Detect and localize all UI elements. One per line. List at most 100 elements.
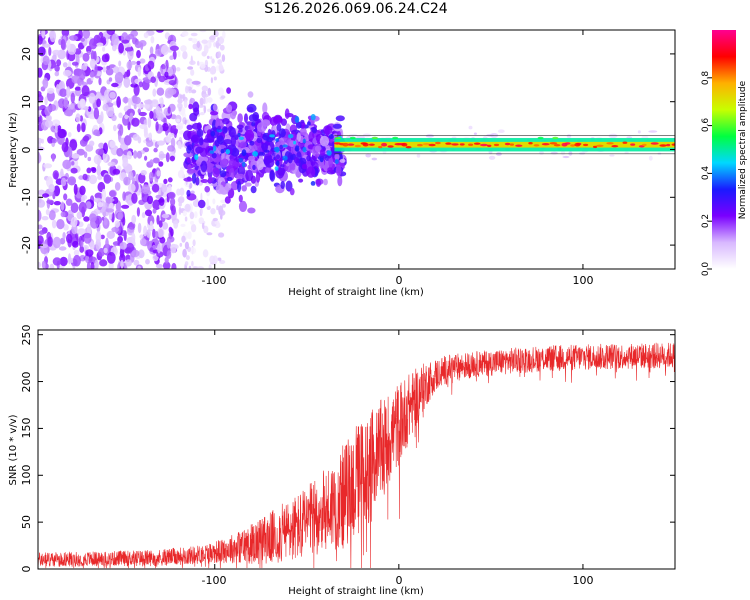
spectrogram-cell [193, 107, 200, 116]
spectrogram-cell [238, 200, 248, 212]
spectrogram-cell [219, 258, 222, 262]
spectrogram-cell [405, 146, 412, 149]
spectrogram-cell [218, 63, 224, 72]
spectrogram-cell [150, 76, 156, 83]
spectrogram-cell [246, 103, 257, 113]
spectrogram-cell [212, 217, 218, 222]
spectrogram-cell [54, 123, 58, 134]
spectrogram-cell [52, 236, 62, 249]
spectrogram-cell [88, 92, 96, 104]
spectrogram-cell [218, 232, 225, 238]
spectrogram-cell [186, 157, 191, 164]
spectrogram-cell [80, 196, 85, 202]
spectrogram-cell [209, 150, 215, 154]
spectrogram-cell [107, 161, 116, 167]
spectrogram-cell [131, 192, 138, 204]
spectrogram-cell [203, 44, 209, 54]
spectrogram-cell [191, 172, 197, 184]
spectrogram-cell [100, 95, 106, 101]
spectrogram-cell [51, 138, 58, 144]
spectrogram-cell [152, 88, 157, 97]
spectrogram-cell [63, 97, 69, 109]
spectrogram-cell [38, 151, 41, 163]
spectrogram-cell [314, 145, 322, 153]
spectrogram-cell [192, 199, 200, 208]
spectrogram-cell [214, 139, 220, 147]
spectrogram-cell [82, 245, 89, 250]
spectrogram-cell [82, 173, 88, 181]
spectrogram-cell [71, 61, 79, 66]
spectrogram-cell [183, 99, 188, 109]
spectrogram-cell [186, 145, 192, 154]
spectrogram-cell [167, 106, 171, 114]
spectrogram-cell [124, 135, 132, 146]
spectrogram-cell [211, 66, 214, 75]
spectrogram-cell [143, 131, 149, 138]
spectrogram-cell [214, 220, 220, 225]
spectrogram-cell [156, 214, 160, 225]
spectrogram-cell [169, 45, 179, 52]
spectrogram-cell [196, 122, 202, 131]
spectrogram-cell [137, 136, 142, 144]
spectrogram-cell [89, 140, 95, 147]
spectrogram-cell [152, 228, 156, 239]
spectrogram-cell [234, 173, 245, 179]
spectrogram-cell [111, 196, 119, 204]
spectrogram-cell [215, 184, 225, 195]
x-tick-label-top-minus100: -100 [202, 274, 227, 287]
spectrogram-cell [38, 94, 44, 103]
spectrogram-cell [167, 145, 176, 152]
spectrogram-cell [252, 151, 259, 157]
spectrogram-cell [93, 107, 100, 120]
spectrogram-cell [158, 97, 163, 104]
spectrogram-cell [88, 213, 97, 223]
spectrogram-cell [192, 43, 197, 50]
spectrogram-cell [52, 257, 62, 266]
spectrogram-cell [93, 154, 102, 165]
spectrogram-cell [103, 217, 108, 226]
spectrogram-cell [118, 42, 124, 54]
spectrogram-cell [509, 143, 514, 146]
spectrogram-cell [122, 157, 129, 167]
spectrogram-cell [473, 132, 477, 135]
spectrogram-cell [280, 164, 285, 168]
spectrogram-cell [187, 231, 192, 240]
spectrogram-cell [182, 51, 188, 60]
spectrogram-cell [38, 209, 42, 222]
spectrogram-cell [127, 183, 136, 193]
spectrogram-cell [149, 159, 154, 166]
spectrogram-cell [49, 30, 57, 43]
spectrogram-cell [149, 110, 154, 119]
spectrogram-cell [199, 97, 204, 106]
spectrogram-cell [158, 197, 165, 206]
spectrogram-cell [422, 143, 430, 146]
spectrogram-cell [183, 152, 194, 158]
spectrogram-cell [63, 109, 73, 117]
spectrogram-cell [239, 141, 247, 148]
spectrogram-cell [132, 176, 136, 185]
spectrogram-cell [123, 76, 131, 88]
spectrogram-cell [103, 174, 112, 184]
spectrogram-cell [282, 155, 288, 161]
spectrogram-cell [552, 136, 559, 140]
spectrogram-cell [124, 47, 134, 52]
spectrogram-cell [218, 209, 226, 216]
spectrogram-cell [44, 119, 53, 128]
spectrogram-cell [217, 125, 221, 130]
spectrogram-cell [177, 169, 185, 179]
spectrogram-cell [180, 166, 185, 171]
spectrogram-cell [537, 136, 544, 140]
spectrogram-cell [196, 40, 201, 49]
colorbar-tick-0.8: 0.8 [701, 71, 711, 86]
spectrogram-cell [167, 88, 177, 95]
spectrogram-cell [199, 136, 204, 144]
spectrogram-cell [560, 150, 566, 156]
spectrogram-cell [96, 164, 101, 177]
spectrogram-cell [65, 198, 73, 206]
spectrogram-cell [371, 136, 378, 140]
spectrogram-cell [349, 134, 358, 137]
spectrogram-cell [583, 143, 589, 147]
spectrogram-cell [247, 207, 256, 214]
spectrogram-cell [156, 30, 164, 33]
spectrogram-cell [127, 33, 135, 40]
